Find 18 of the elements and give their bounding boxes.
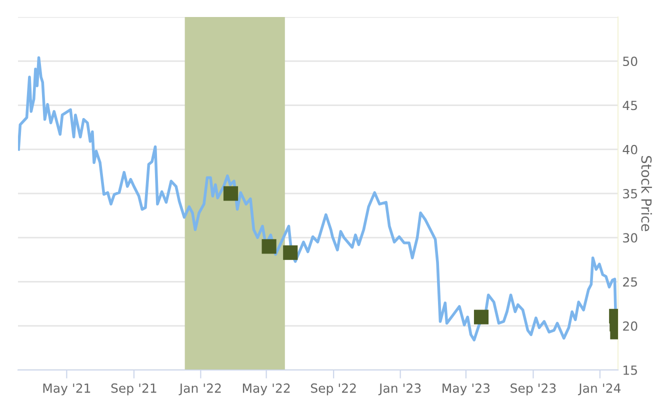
x-tick-label: Jan '22 [178,383,221,396]
x-tick-label: May '23 [442,383,490,396]
y-tick-label: 15 [624,366,637,375]
y-tick-label: 35 [623,188,637,198]
x-tick-label: Jan '23 [378,383,421,396]
y-axis-title: Stock Price [641,156,652,232]
x-tick-label: Jan '24 [578,383,621,396]
x-tick-label: Sep '22 [310,383,356,396]
y-tick-label: 25 [623,277,637,287]
y-tick-label: 50 [623,56,638,66]
x-tick-label: May '21 [43,383,90,396]
x-tick-label: Sep '21 [111,383,156,396]
y-tick-label: 30 [623,233,638,243]
x-tick-label: Sep '23 [510,383,556,396]
y-tick-label: 40 [622,144,638,154]
y-tick-label: 45 [622,100,637,110]
x-tick-label: May '22 [242,383,290,396]
y-tick-label: 20 [623,321,638,331]
